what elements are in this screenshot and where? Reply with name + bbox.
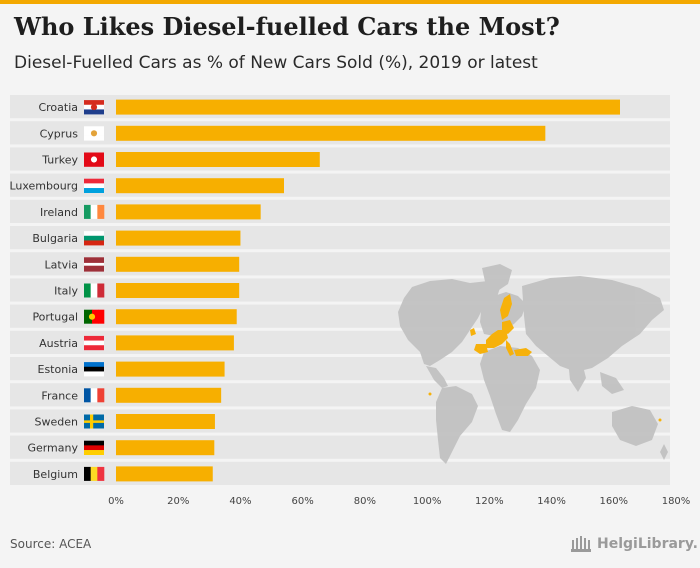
row-band [10, 252, 670, 276]
estonia-flag-icon [84, 362, 104, 377]
luxembourg-flag-icon [84, 178, 104, 193]
sweden-flag-icon [84, 414, 104, 429]
category-label: Latvia [45, 258, 79, 271]
x-tick-label: 40% [229, 496, 251, 507]
chart-title: Who Likes Diesel-fuelled Cars the Most? [14, 12, 560, 41]
belgium-flag-icon [84, 466, 105, 481]
france-flag-icon [84, 388, 105, 403]
row-band [10, 435, 670, 459]
bar-bulgaria [116, 230, 241, 246]
flags [84, 100, 105, 481]
category-label: Cyprus [40, 127, 79, 140]
category-label: Germany [27, 442, 78, 455]
x-tick-label: 0% [108, 496, 124, 507]
bar-ireland [116, 204, 261, 220]
map-highlight-caribbean [428, 392, 432, 396]
austria-flag-icon [84, 335, 104, 351]
x-tick-label: 80% [354, 496, 376, 507]
italy-flag-icon [84, 283, 105, 298]
map-greenland [482, 264, 512, 292]
map-highlight-turkey [514, 348, 532, 356]
category-label: Sweden [35, 416, 78, 429]
row-band [10, 199, 670, 223]
category-label: Croatia [38, 101, 78, 114]
logo-text: HelgiLibrary. [597, 536, 698, 552]
bar-belgium [116, 466, 213, 482]
x-tick-label: 100% [413, 496, 442, 507]
source-note: Source: ACEA [10, 537, 92, 551]
top-accent-bar [0, 0, 700, 4]
helgi-library-logo: HelgiLibrary. [570, 534, 698, 554]
x-tick-label: 140% [537, 496, 566, 507]
bar-estonia [116, 361, 225, 377]
row-band [10, 173, 670, 197]
category-label: Portugal [32, 311, 78, 324]
map-africa [480, 346, 540, 432]
map-new-zealand [660, 444, 668, 460]
map-asia [522, 276, 664, 372]
map-central-america [426, 366, 448, 388]
croatia-flag-icon [84, 100, 104, 115]
map-india [568, 360, 586, 392]
category-label: Belgium [33, 468, 78, 481]
x-tick-label: 60% [292, 496, 314, 507]
chart-subtitle: Diesel-Fuelled Cars as % of New Cars Sol… [14, 53, 538, 73]
bars [116, 99, 620, 482]
row-band [10, 147, 670, 171]
bar-chart: Croatia Cyprus Turkey Luxembourg Ireland Bulg… [9, 95, 690, 507]
x-tick-label: 120% [475, 496, 504, 507]
turkey-flag-icon [84, 152, 104, 167]
map-highlight-ireland [470, 328, 476, 336]
category-label: Estonia [38, 363, 79, 376]
map-australia [612, 406, 658, 446]
category-label: Turkey [41, 154, 78, 167]
bar-latvia [116, 256, 240, 272]
bar-cyprus [116, 125, 546, 141]
bar-germany [116, 440, 215, 456]
x-tick-label: 20% [167, 496, 189, 507]
map-north-america [398, 279, 500, 366]
row-band [10, 461, 670, 485]
category-label: Bulgaria [32, 232, 78, 245]
x-axis-ticks: 0% 20% 40% 60% 80% 100% 120% 140% 160% 180% [108, 496, 690, 507]
row-band [10, 226, 670, 250]
world-map-background [398, 264, 668, 464]
bar-italy [116, 283, 240, 298]
map-southeast-asia [600, 372, 624, 394]
ireland-flag-icon [84, 204, 105, 219]
category-label: Austria [39, 337, 78, 350]
map-south-america [436, 386, 478, 464]
map-highlight-italy [506, 340, 514, 356]
bar-sweden [116, 414, 215, 429]
map-highlight-indian-ocean [658, 418, 662, 422]
bar-france [116, 387, 222, 403]
latvia-flag-icon [84, 257, 104, 272]
category-label: Ireland [40, 206, 78, 219]
category-label: France [41, 389, 78, 402]
x-tick-label: 180% [662, 496, 691, 507]
bulgaria-flag-icon [84, 231, 104, 246]
bar-luxembourg [116, 178, 284, 194]
row-band [10, 383, 670, 407]
portugal-flag-icon [84, 309, 105, 324]
bar-turkey [116, 152, 320, 167]
map-highlight-central-europe [502, 320, 514, 334]
map-highlight-scandinavia [500, 294, 512, 320]
germany-flag-icon [84, 440, 104, 455]
row-band [10, 409, 670, 433]
category-labels: Croatia Cyprus Turkey Luxembourg Ireland Bulg… [9, 101, 78, 481]
cyprus-flag-icon [84, 126, 104, 141]
map-highlight-western-europe [486, 330, 508, 348]
library-building-icon [571, 536, 591, 552]
bar-croatia [116, 99, 620, 115]
bar-austria [116, 335, 234, 351]
bar-portugal [116, 309, 237, 325]
x-tick-label: 160% [599, 496, 628, 507]
category-label: Italy [54, 285, 78, 298]
map-highlight-iberia [474, 344, 488, 354]
category-label: Luxembourg [9, 180, 78, 193]
